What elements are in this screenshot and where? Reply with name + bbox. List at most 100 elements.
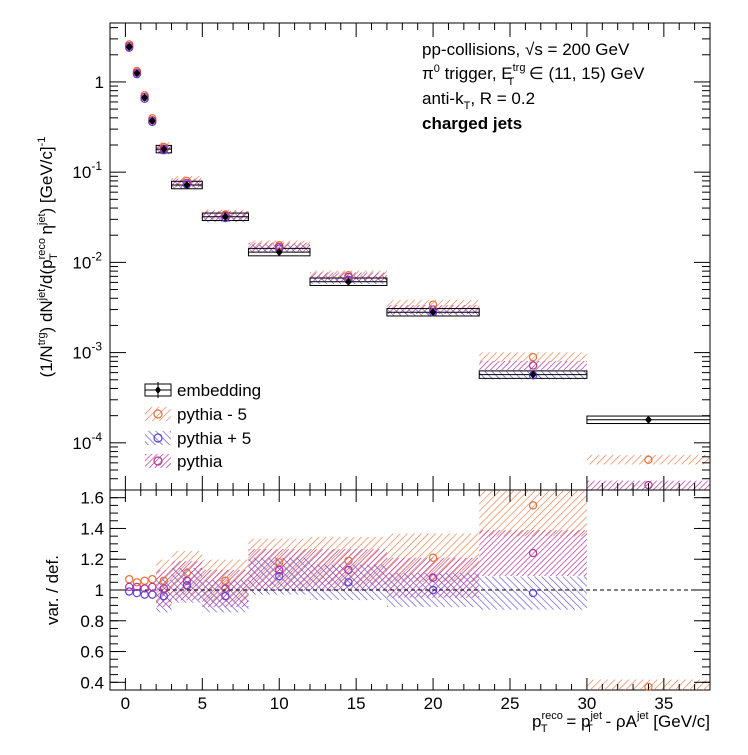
ratio-marker-pythia-1: [132, 582, 142, 592]
ratio-marker-pythia_p5-0: [125, 587, 134, 596]
ratio-marker-pythia_m5-10: [528, 501, 538, 510]
ratio-marker-pythia_p5-1: [132, 588, 142, 598]
top-y-axis-label: (1/Ntrg) dNjet/d(precoT ηjet) [GeV/c]-1: [36, 137, 60, 378]
legend-entry-pythia-plus-5: pythia + 5: [145, 429, 251, 448]
ratio-marker-pythia_p5-3: [148, 590, 157, 599]
marker-embedding-3: [148, 116, 156, 125]
ratio-marker-pythia-3: [148, 582, 157, 592]
marker-embedding-7: [275, 248, 283, 257]
annotation-jet-type: charged jets: [422, 114, 522, 133]
top-y-tick-label-1: 10-3: [72, 340, 102, 363]
marker-embedding-9: [429, 308, 437, 317]
ratio-y-tick-label-1: 0.6: [80, 643, 104, 662]
ratio-marker-pythia-5: [182, 576, 192, 585]
top-y-tick-label-4: 1: [95, 73, 104, 92]
top-axis-ticks: 10-4 10-3 10-2 10-1 1: [72, 23, 711, 491]
ratio-band-pythia_m5-10: [479, 490, 587, 537]
ratio-marker-pythia_m5-9: [428, 553, 438, 562]
band-pythia_m5-10: [479, 352, 587, 362]
ratio-band-pythia_p5-10: [479, 576, 587, 610]
ratio-band-pythia-8: [310, 549, 387, 591]
x-tick-label-6: 30: [577, 694, 596, 713]
annotation-algorithm: anti-kT, R = 0.2: [422, 89, 535, 112]
x-tick-label-0: 0: [121, 694, 130, 713]
x-tick-label-7: 35: [654, 694, 673, 713]
legend-label-pythia-plus-5: pythia + 5: [177, 429, 251, 448]
ratio-marker-pythia_m5-2: [140, 576, 149, 585]
marker-embedding-2: [141, 93, 149, 102]
ratio-data-markers: [125, 501, 653, 692]
ratio-y-tick-label-2: 0.8: [80, 612, 104, 631]
ratio-marker-pythia_p5-9: [428, 585, 438, 595]
legend-entry-pythia-minus-5: pythia - 5: [145, 405, 247, 424]
x-tick-label-5: 25: [501, 694, 520, 713]
ratio-marker-pythia_p5-10: [528, 588, 538, 598]
ratio-band-pythia-5: [171, 561, 203, 601]
top-y-tick-label-0: 10-4: [72, 430, 102, 453]
ratio-marker-pythia-10: [528, 548, 538, 558]
marker-embedding-4: [160, 145, 168, 154]
ratio-marker-pythia_m5-8: [344, 556, 353, 565]
band-pythia-7: [248, 242, 310, 252]
marker-embedding-1: [133, 69, 141, 78]
ratio-y-tick-label-3: 1: [95, 581, 104, 600]
ratio-band-pythia-6: [202, 569, 249, 608]
ratio-y-tick-label-5: 1.4: [80, 519, 104, 538]
x-tick-label-4: 20: [424, 694, 443, 713]
ratio-marker-pythia_m5-3: [148, 575, 157, 584]
marker-embedding-8: [344, 277, 352, 286]
top-data-markers: [125, 40, 711, 490]
marker-embedding-10: [529, 370, 537, 379]
marker-pythia_m5-10: [528, 352, 538, 362]
ratio-y-tick-label-0: 0.4: [80, 673, 104, 692]
x-tick-label-1: 5: [198, 694, 207, 713]
ratio-marker-pythia-4: [159, 584, 169, 593]
ratio-band-pythia-10: [479, 530, 587, 576]
ratio-marker-pythia_p5-7: [275, 571, 284, 581]
ratio-marker-pythia-7: [275, 565, 284, 575]
marker-pythia_m5-11: [644, 455, 653, 464]
band-pythia-8: [310, 272, 387, 282]
legend-label-pythia: pythia: [177, 452, 223, 471]
legend-label-pythia-minus-5: pythia - 5: [177, 405, 247, 424]
ratio-y-tick-label-6: 1.6: [80, 489, 104, 508]
ratio-marker-pythia_m5-1: [132, 578, 142, 587]
marker-embedding-0: [125, 42, 133, 51]
top-y-tick-label-3: 10-1: [72, 159, 102, 182]
marker-embedding-6: [221, 212, 229, 221]
ratio-band-pythia-9: [386, 557, 480, 598]
x-axis-label: preco T = pjet T - ρAjet [GeV/c]: [532, 710, 710, 735]
annotation-trigger: π0 trigger, Etrg T ∈ (11, 15) GeV: [422, 62, 645, 88]
ratio-axis-ticks: 0.4 0.6 0.8 1 1.2 1.4 1.6 0 5 10 15 20 25 30 35: [80, 489, 711, 713]
ratio-marker-pythia_m5-11: [644, 682, 653, 692]
legend-entry-embedding: embedding: [144, 381, 261, 400]
ratio-marker-pythia-2: [140, 584, 149, 593]
ratio-band-pythia-7: [248, 549, 310, 591]
annotation-block: pp-collisions, √s = 200 GeV π0 trigger, …: [422, 40, 645, 133]
band-pythia_m5-11: [586, 454, 710, 465]
ratio-marker-pythia-6: [221, 584, 230, 593]
marker-pythia-10: [528, 361, 538, 370]
marker-embedding-5: [183, 181, 191, 190]
annotation-collisions: pp-collisions, √s = 200 GeV: [422, 40, 630, 59]
band-pythia_m5-9: [386, 299, 480, 310]
ratio-y-axis-label: var. / def.: [43, 555, 62, 625]
top-y-tick-label-2: 10-2: [72, 249, 102, 272]
ratio-marker-pythia_p5-8: [344, 578, 353, 587]
x-tick-label-3: 15: [347, 694, 366, 713]
ratio-marker-pythia-0: [125, 582, 134, 592]
band-pythia-10: [479, 361, 587, 370]
ratio-marker-pythia_p5-5: [182, 581, 192, 590]
ratio-marker-pythia-9: [428, 573, 438, 582]
ratio-marker-pythia_m5-0: [125, 575, 134, 584]
legend: embedding pythia - 5 pythia + 5 pythia: [144, 381, 261, 471]
legend-entry-pythia: pythia: [145, 452, 223, 471]
marker-embedding-11: [644, 415, 652, 424]
x-tick-label-2: 10: [270, 694, 289, 713]
ratio-band-pythia-4: [156, 569, 172, 608]
legend-label-embedding: embedding: [177, 381, 261, 400]
ratio-y-tick-label-4: 1.2: [80, 550, 104, 569]
ratio-marker-pythia-8: [344, 565, 353, 575]
